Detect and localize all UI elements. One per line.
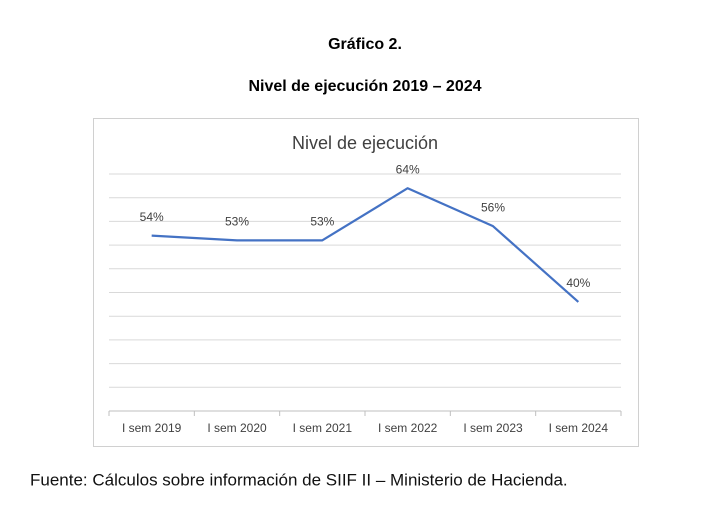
x-tick-label: I sem 2022 [378, 421, 438, 435]
chart-title: Nivel de ejecución [292, 133, 438, 153]
x-tick-label: I sem 2023 [463, 421, 523, 435]
x-tick-label: I sem 2020 [207, 421, 267, 435]
x-tick-label: I sem 2021 [293, 421, 353, 435]
chart-frame [93, 118, 639, 447]
figure-number: Gráfico 2. [328, 36, 402, 53]
x-tick-label: I sem 2019 [122, 421, 182, 435]
data-label: 56% [481, 200, 505, 214]
data-label: 54% [140, 210, 164, 224]
data-line [151, 187, 580, 303]
data-label: 40% [566, 276, 590, 290]
source-note: Fuente: Cálculos sobre información de SI… [30, 470, 568, 489]
data-label: 53% [225, 215, 249, 229]
x-tick-label: I sem 2024 [549, 421, 609, 435]
data-label: 53% [310, 215, 334, 229]
data-label: 64% [396, 162, 420, 176]
figure-title: Nivel de ejecución 2019 – 2024 [248, 78, 481, 95]
